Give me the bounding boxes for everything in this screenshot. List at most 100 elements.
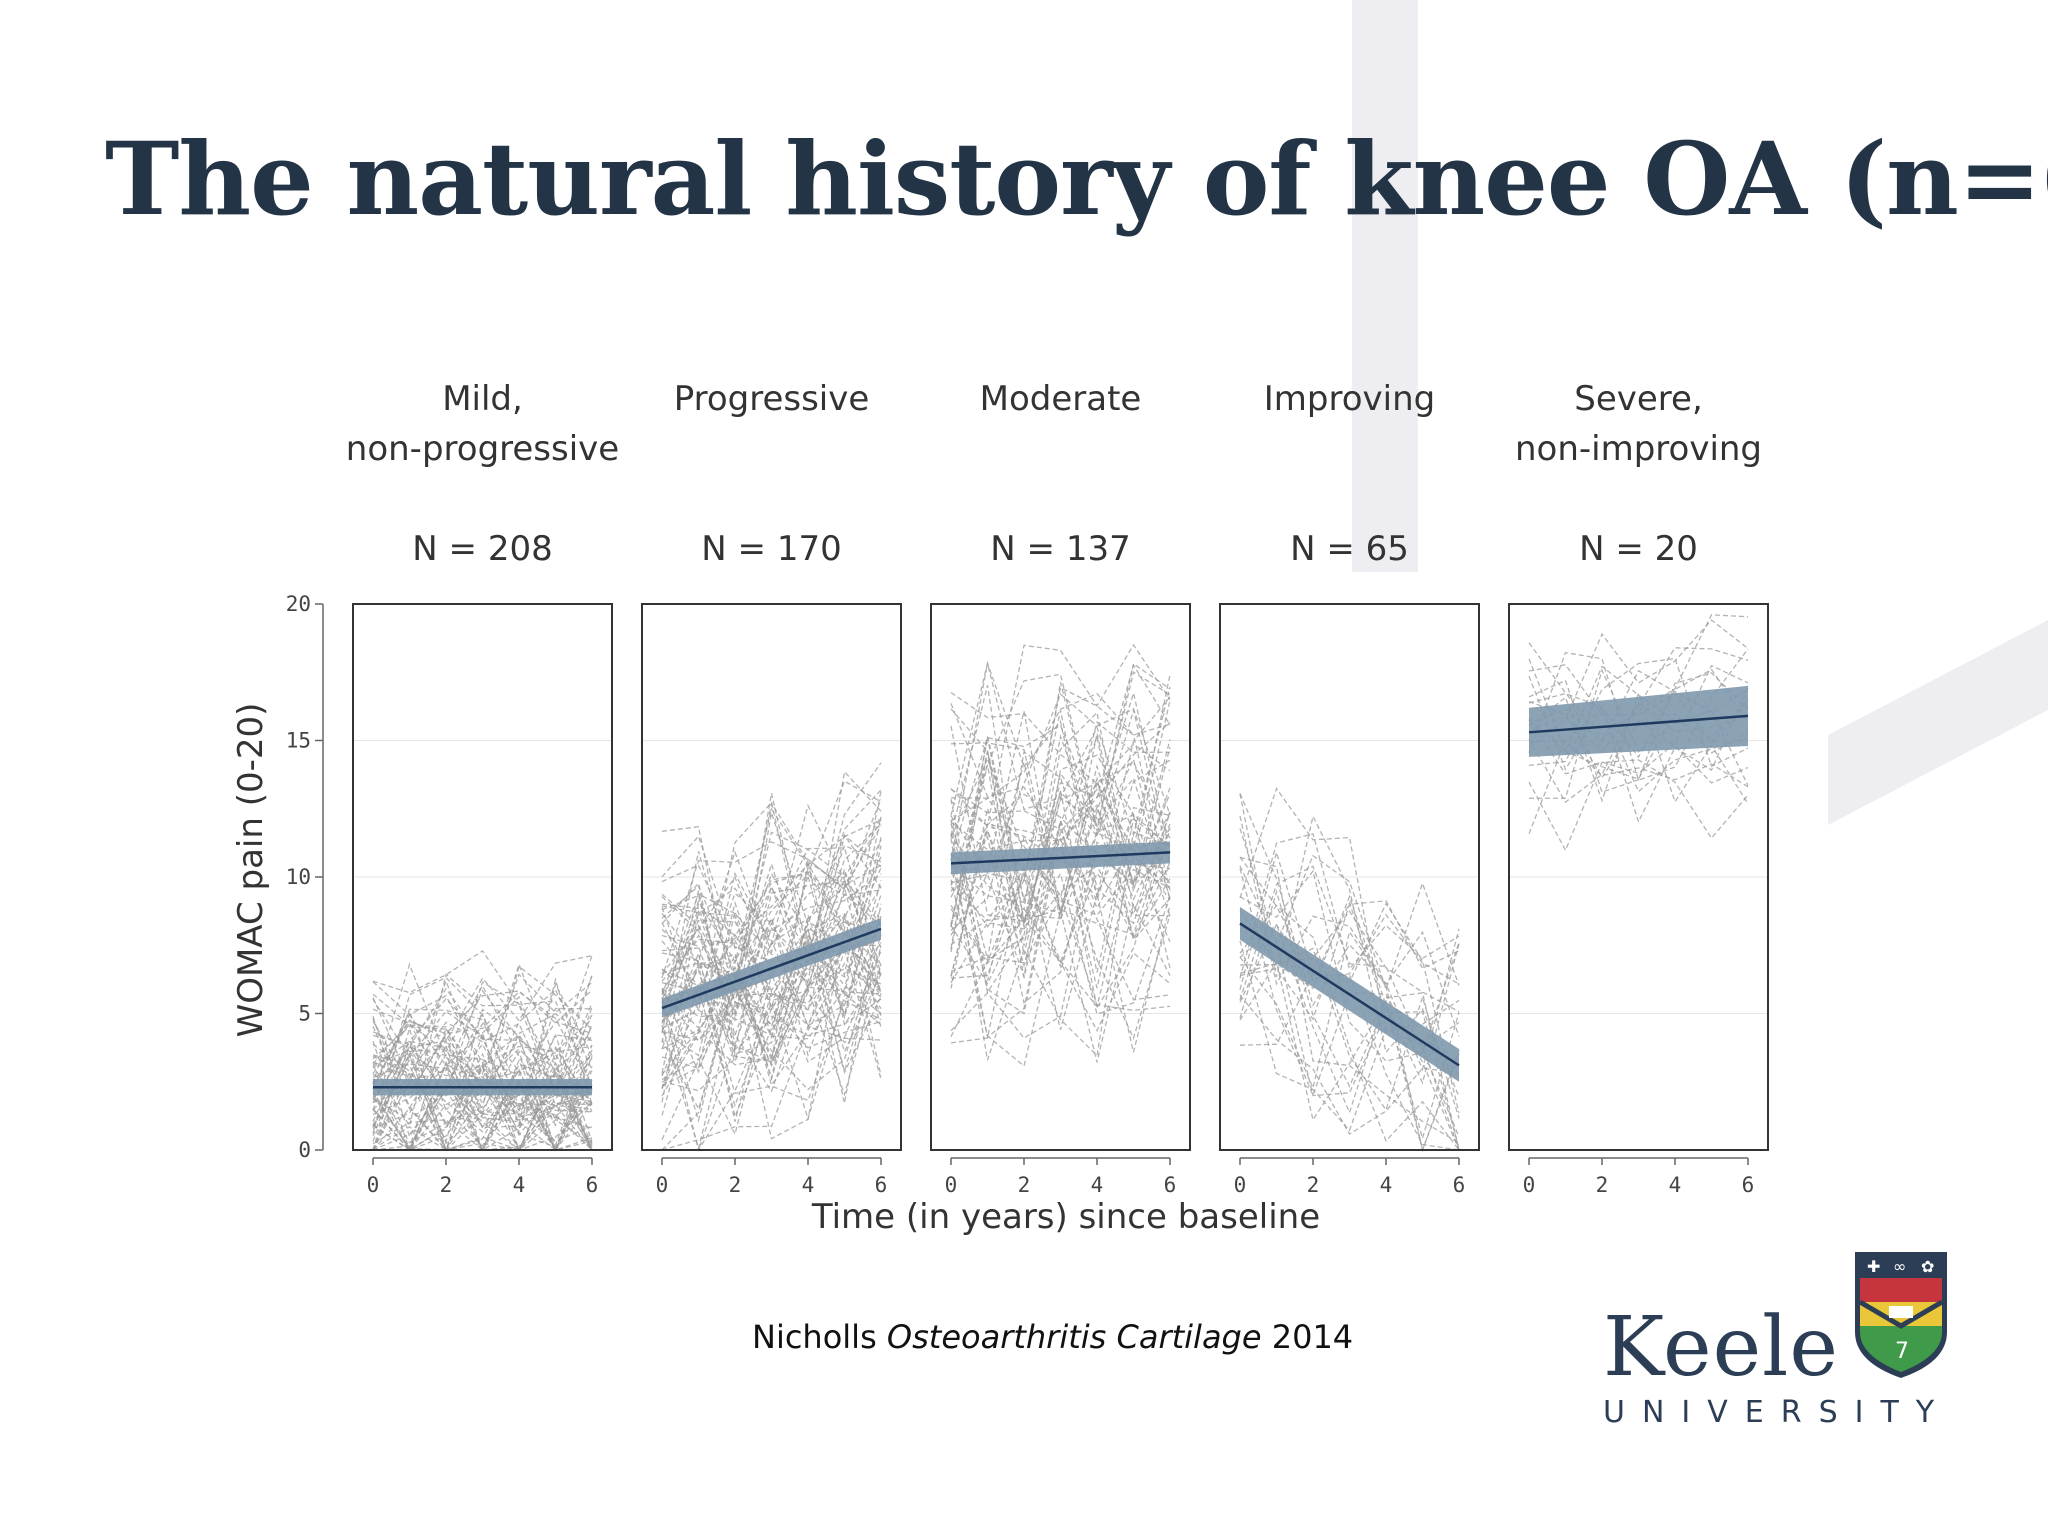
x-tick-label: 2 (1307, 1173, 1320, 1197)
individual-trajectory-line (950, 762, 1171, 931)
panel-frame (1508, 603, 1769, 1151)
individual-trajectory-line (950, 818, 1171, 969)
x-tick-label: 4 (802, 1173, 815, 1197)
confidence-band (1529, 685, 1748, 757)
individual-trajectory-line (950, 854, 1171, 1009)
individual-trajectory-line (950, 872, 1171, 1015)
panel-n-label: N = 20 (1579, 529, 1698, 569)
individual-trajectory-line (372, 1052, 593, 1152)
individual-trajectory-line (950, 788, 1171, 1001)
panel-progressive: Progressive N = 170 0 2 4 6 (641, 379, 902, 1197)
panel-severe-non-improving: Severe, non-improving N = 20 0 2 4 6 (1508, 379, 1769, 1197)
x-tick-label: 2 (1018, 1173, 1031, 1197)
individual-trajectory-line (661, 770, 882, 996)
panel-frame (930, 603, 1191, 1151)
individual-trajectory-line (950, 707, 1171, 923)
x-tick-label: 6 (1742, 1173, 1755, 1197)
individual-trajectory-line (950, 739, 1171, 898)
panel-n-label: N = 65 (1290, 529, 1409, 569)
y-tick-label: 15 (286, 729, 311, 753)
individual-trajectory-line (661, 963, 882, 1119)
individual-trajectory-line (950, 872, 1171, 985)
panel-title-line: Severe, (1574, 379, 1703, 419)
individual-trajectory-line (950, 686, 1171, 891)
logo-wordmark: Keele (1603, 1300, 1839, 1395)
individual-trajectory-line (950, 756, 1171, 916)
x-tick-label: 4 (1380, 1173, 1393, 1197)
individual-trajectory-line (950, 671, 1171, 886)
individual-trajectory-line (661, 844, 882, 1004)
individual-trajectory-line (661, 864, 882, 949)
x-tick-label: 6 (1164, 1173, 1177, 1197)
x-tick-label: 0 (1523, 1173, 1536, 1197)
individual-trajectory-line (372, 1021, 593, 1130)
individual-trajectory-line (661, 839, 882, 1030)
individual-trajectory-line (661, 913, 882, 1140)
individual-trajectory-line (1528, 664, 1749, 775)
individual-trajectory-line (372, 987, 593, 1122)
y-tick-label: 10 (286, 865, 311, 889)
panel-title-line: Improving (1264, 379, 1435, 419)
citation: Nicholls Osteoarthritis Cartilage 2014 (752, 1318, 1353, 1356)
x-tick-label: 2 (1596, 1173, 1609, 1197)
individual-trajectory-line (372, 1013, 593, 1144)
slide-title: The natural history of knee OA (n=600) (105, 120, 2048, 238)
individual-trajectory-line (372, 990, 593, 1090)
individual-trajectory-line (950, 691, 1171, 785)
individual-trajectory-line (950, 692, 1171, 822)
individual-trajectory-line (661, 927, 882, 1140)
individual-trajectory-line (950, 820, 1171, 1039)
individual-trajectory-line (950, 685, 1171, 924)
panel-n-label: N = 137 (990, 529, 1130, 569)
individual-trajectories (950, 643, 1171, 1068)
individual-trajectory-line (661, 837, 882, 1057)
individual-trajectory-line (1528, 657, 1749, 768)
citation-journal: Osteoarthritis Cartilage (886, 1318, 1262, 1356)
individual-trajectory-line (1239, 922, 1460, 1151)
individual-trajectory-line (372, 975, 593, 1091)
panel-frame (1219, 603, 1480, 1151)
individual-trajectory-line (661, 881, 882, 1052)
x-tick-label: 0 (656, 1173, 669, 1197)
individual-trajectory-line (661, 875, 882, 978)
individual-trajectory-line (950, 763, 1171, 914)
individual-trajectory-line (950, 710, 1171, 928)
individual-trajectory-line (372, 1007, 593, 1109)
individual-trajectory-line (1528, 614, 1749, 741)
y-tick-label: 5 (298, 1002, 311, 1026)
individual-trajectory-line (661, 968, 882, 1102)
individual-trajectory-line (372, 1087, 593, 1151)
shield-book (1889, 1306, 1913, 1318)
individual-trajectory-line (950, 790, 1171, 989)
individual-trajectory-line (661, 881, 882, 1055)
individual-trajectory-line (950, 721, 1171, 950)
individual-trajectory-line (661, 872, 882, 1075)
panel-title-line: Mild, (442, 379, 523, 419)
individual-trajectory-line (1239, 889, 1460, 1141)
panel-n-label: N = 170 (701, 529, 841, 569)
individual-trajectory-line (372, 950, 593, 1087)
individual-trajectory-line (1239, 894, 1460, 1085)
individual-trajectory-line (1239, 900, 1460, 1021)
shield-knot-icon: ∞ (1893, 1257, 1906, 1276)
x-tick-label: 0 (945, 1173, 958, 1197)
panel-moderate: Moderate N = 137 0 2 4 6 (930, 379, 1191, 1197)
individual-trajectory-line (950, 662, 1171, 911)
individual-trajectory-line (372, 976, 593, 1134)
individual-trajectory-line (372, 1008, 593, 1153)
panel-frame (641, 603, 902, 1151)
y-tick-label: 20 (286, 592, 311, 616)
individual-trajectory-line (661, 789, 882, 1005)
chart-background (222, 572, 1828, 1210)
individual-trajectory-line (661, 934, 882, 1091)
individual-trajectory-line (372, 1025, 593, 1111)
individual-trajectory-line (1528, 619, 1749, 749)
individual-trajectory-line (1528, 668, 1749, 771)
panel-title-line: Moderate (980, 379, 1142, 419)
panel-title-line: non-progressive (346, 429, 619, 469)
individual-trajectory-line (661, 856, 882, 1074)
panel-improving: Improving N = 65 0 2 4 6 (1219, 379, 1480, 1197)
individual-trajectory-line (1239, 973, 1460, 1151)
panel-title-line: non-improving (1515, 429, 1762, 469)
